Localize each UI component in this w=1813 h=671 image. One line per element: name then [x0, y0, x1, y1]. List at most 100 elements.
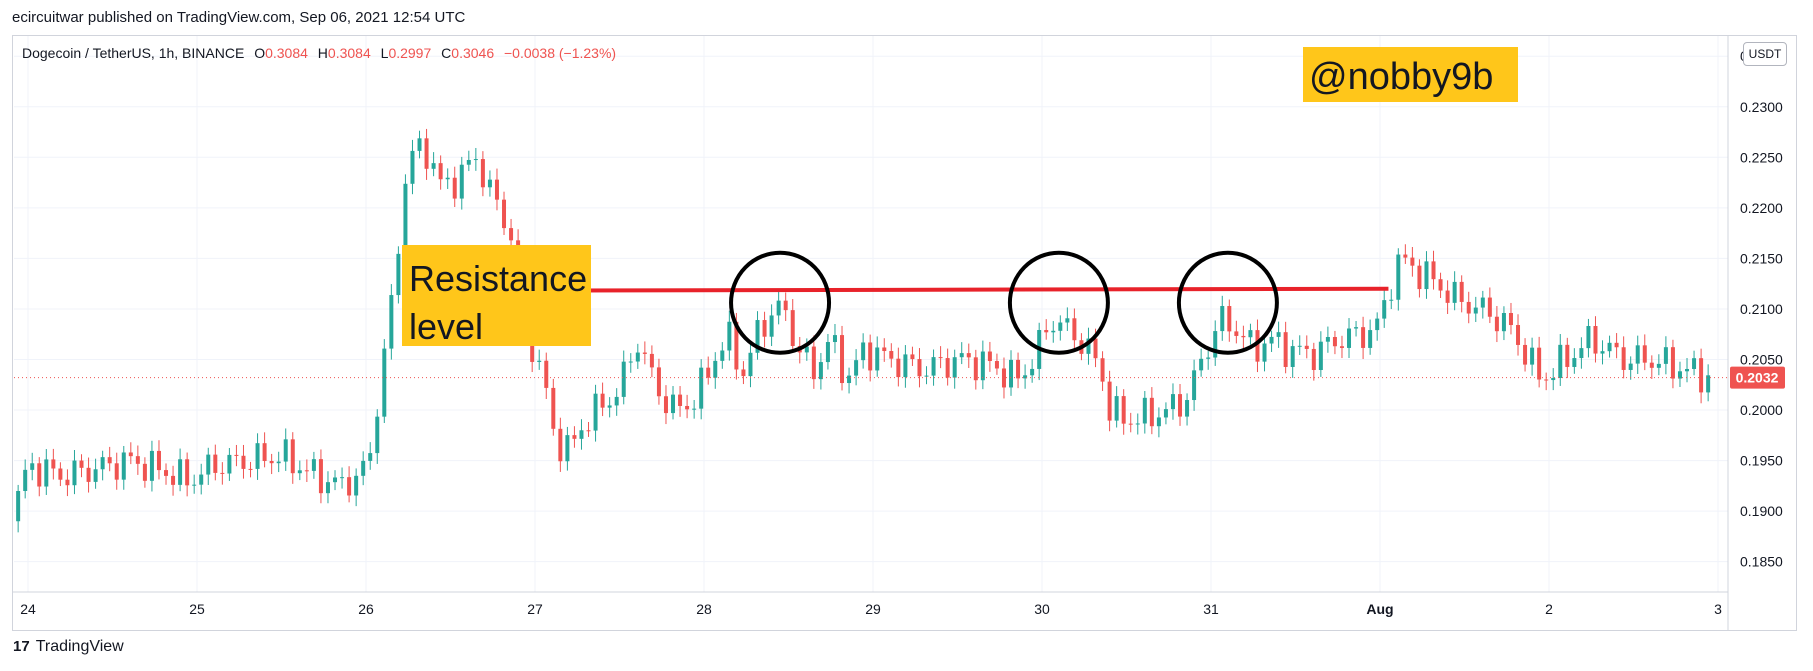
candle-body	[438, 163, 443, 180]
candle-body	[1058, 322, 1063, 331]
candle-body	[1347, 328, 1352, 348]
candle-body	[1677, 371, 1682, 379]
x-tick-label: 27	[527, 601, 543, 617]
candle-body	[44, 459, 49, 487]
candle-body	[656, 367, 661, 397]
candle-body	[1072, 318, 1077, 341]
candle-body	[1685, 368, 1690, 372]
candle-body	[452, 177, 457, 199]
candle-body	[1501, 313, 1506, 332]
candle-body	[847, 375, 852, 384]
candle-body	[58, 468, 63, 480]
candle-body	[769, 315, 774, 337]
open-key: O	[254, 45, 266, 61]
candle-body	[1424, 261, 1429, 290]
candle-body	[1621, 347, 1626, 370]
candle-body	[896, 358, 901, 378]
candle-body	[699, 367, 704, 409]
close-key: C	[441, 45, 452, 61]
candle-body	[1318, 341, 1323, 371]
x-tick-label: 31	[1203, 601, 1219, 617]
candle-body	[614, 396, 619, 406]
candle-body	[1178, 394, 1183, 417]
candle-body	[368, 453, 373, 461]
candle-body	[558, 428, 563, 462]
candle-body	[473, 159, 478, 161]
candle-body	[199, 474, 204, 485]
candle-body	[164, 470, 169, 476]
candle-body	[220, 472, 225, 474]
candle-body	[23, 469, 28, 491]
change-value: −0.0038 (−1.23%)	[504, 45, 617, 61]
candle-body	[1628, 363, 1633, 370]
candle-body	[51, 459, 56, 469]
candle-body	[333, 477, 338, 483]
candle-body	[692, 408, 697, 410]
candle-body	[269, 460, 274, 464]
candle-body	[1706, 375, 1711, 393]
current-price-badge	[1730, 366, 1785, 389]
candle-body	[241, 455, 246, 469]
candle-body	[1142, 397, 1147, 424]
candle-body	[980, 351, 985, 381]
candle-body	[1656, 363, 1661, 368]
high-value: 0.3084	[327, 45, 371, 61]
candle-body	[375, 416, 380, 454]
candle-body	[600, 393, 605, 408]
candle-body	[354, 475, 359, 496]
tradingview-footer[interactable]: 17 TradingView	[13, 638, 124, 656]
candle-body	[671, 394, 676, 414]
candle-body	[290, 439, 295, 474]
candle-body	[1009, 359, 1014, 388]
candle-body	[1135, 423, 1140, 425]
candle-body	[361, 460, 366, 476]
publisher-line: ecircuitwar published on TradingView.com…	[12, 9, 466, 26]
candle-body	[945, 358, 950, 378]
y-tick-label: 0.2150	[1740, 250, 1783, 266]
candle-body	[1170, 394, 1175, 410]
candle-body	[635, 352, 640, 362]
candle-body	[1642, 345, 1647, 363]
candle-body	[403, 183, 408, 254]
candle-body	[875, 347, 880, 371]
tradingview-logo-icon: 17	[13, 638, 30, 655]
currency-selector[interactable]: USDT	[1743, 42, 1787, 66]
candle-body	[234, 454, 239, 456]
candle-body	[741, 369, 746, 377]
candle-body	[678, 394, 683, 406]
y-tick-label: 0.2000	[1740, 402, 1783, 418]
candle-body	[1663, 347, 1668, 364]
symbol-label: Dogecoin / TetherUS, 1h, BINANCE	[22, 45, 245, 61]
candle-body	[1530, 347, 1535, 365]
candle-body	[1100, 358, 1105, 382]
candle-body	[790, 310, 795, 347]
candle-body	[1459, 281, 1464, 302]
candle-body	[544, 360, 549, 388]
candle-body	[1234, 331, 1239, 336]
candle-body	[121, 452, 126, 480]
candle-body	[642, 352, 647, 354]
candle-body	[1156, 417, 1161, 427]
candle-body	[410, 150, 415, 184]
candle-body	[1537, 347, 1542, 380]
candle-body	[1248, 330, 1253, 338]
candle-body	[1128, 423, 1133, 425]
y-tick-label: 0.1850	[1740, 554, 1783, 570]
candle-body	[868, 342, 873, 371]
candle-body	[593, 393, 598, 431]
open-value: 0.3084	[265, 45, 308, 61]
candle-body	[1220, 306, 1225, 332]
candle-body	[1480, 297, 1485, 308]
candle-body	[1572, 358, 1577, 367]
candle-body	[1199, 358, 1204, 371]
candle-body	[1445, 290, 1450, 303]
x-tick-label: 2	[1545, 601, 1553, 617]
candle-body	[487, 179, 492, 188]
candle-body	[1086, 338, 1091, 354]
candle-body	[713, 360, 718, 378]
candle-body	[347, 477, 352, 496]
candle-body	[424, 138, 429, 169]
candle-body	[1044, 330, 1049, 333]
candle-body	[1276, 332, 1281, 337]
